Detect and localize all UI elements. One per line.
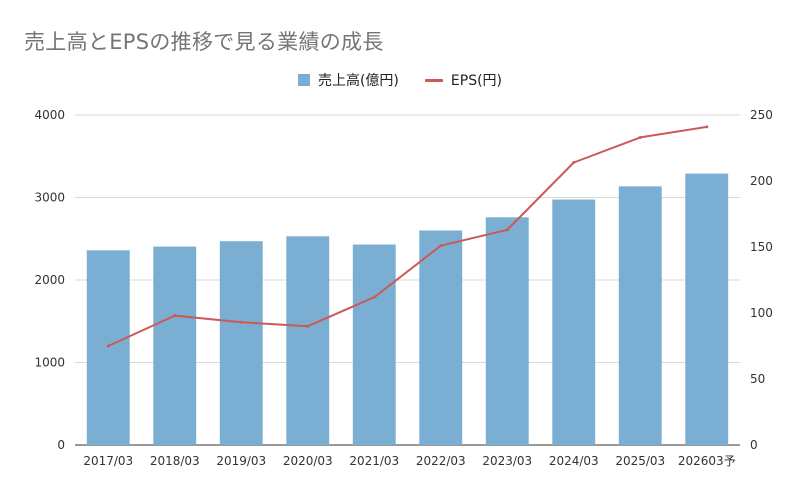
- x-tick-label: 2022/03: [416, 454, 466, 468]
- y-left-tick-label: 2000: [34, 273, 65, 287]
- x-tick-label: 2020/03: [283, 454, 333, 468]
- point-eps: [106, 344, 110, 348]
- x-tick-label: 2017/03: [83, 454, 133, 468]
- bar-sales: [153, 246, 197, 445]
- y-right-tick-label: 250: [750, 108, 773, 122]
- x-tick-label: 202603予: [678, 454, 736, 468]
- legend-item-eps: EPS(円): [424, 70, 503, 90]
- legend-swatch-sales: [297, 74, 310, 86]
- bar-sales: [552, 199, 596, 445]
- bar-sales: [685, 173, 729, 445]
- bar-sales: [618, 186, 662, 446]
- point-eps: [173, 314, 177, 318]
- point-eps: [705, 125, 709, 129]
- point-eps: [372, 295, 376, 299]
- bar-sales: [86, 250, 130, 445]
- point-eps: [239, 320, 243, 324]
- bar-sales: [419, 230, 463, 445]
- y-left-tick-label: 1000: [34, 356, 65, 370]
- legend-item-sales: 売上高(億円): [297, 70, 399, 90]
- point-eps: [505, 228, 509, 232]
- bar-sales: [219, 241, 263, 445]
- point-eps: [306, 324, 310, 328]
- x-tick-label: 2021/03: [349, 454, 399, 468]
- y-right-tick-label: 100: [750, 306, 773, 320]
- y-right-tick-label: 200: [750, 174, 773, 188]
- x-tick-label: 2025/03: [615, 454, 665, 468]
- y-left-tick-label: 3000: [34, 191, 65, 205]
- y-left-tick-label: 4000: [34, 108, 65, 122]
- line-eps: [107, 125, 707, 347]
- chart-title: 売上高とEPSの推移で見る業績の成長: [24, 30, 384, 54]
- y-right-tick-label: 0: [750, 438, 758, 452]
- x-tick-label: 2024/03: [549, 454, 599, 468]
- x-tick-label: 2019/03: [216, 454, 266, 468]
- legend-swatch-eps: [424, 78, 443, 82]
- bar-sales: [286, 236, 330, 445]
- legend-label-eps: EPS(円): [450, 73, 503, 89]
- bar-sales: [485, 217, 529, 445]
- y-right-tick-label: 150: [750, 240, 773, 254]
- point-eps: [638, 135, 642, 139]
- legend-label-sales: 売上高(億円): [317, 73, 399, 89]
- bar-sales: [352, 244, 396, 445]
- x-tick-label: 2018/03: [150, 454, 200, 468]
- point-eps: [439, 244, 443, 248]
- chart-legend: 売上高(億円) EPS(円): [0, 70, 800, 90]
- point-eps: [572, 161, 576, 165]
- x-tick-label: 2023/03: [482, 454, 532, 468]
- y-left-tick-label: 0: [57, 438, 65, 452]
- y-right-tick-label: 50: [750, 372, 765, 386]
